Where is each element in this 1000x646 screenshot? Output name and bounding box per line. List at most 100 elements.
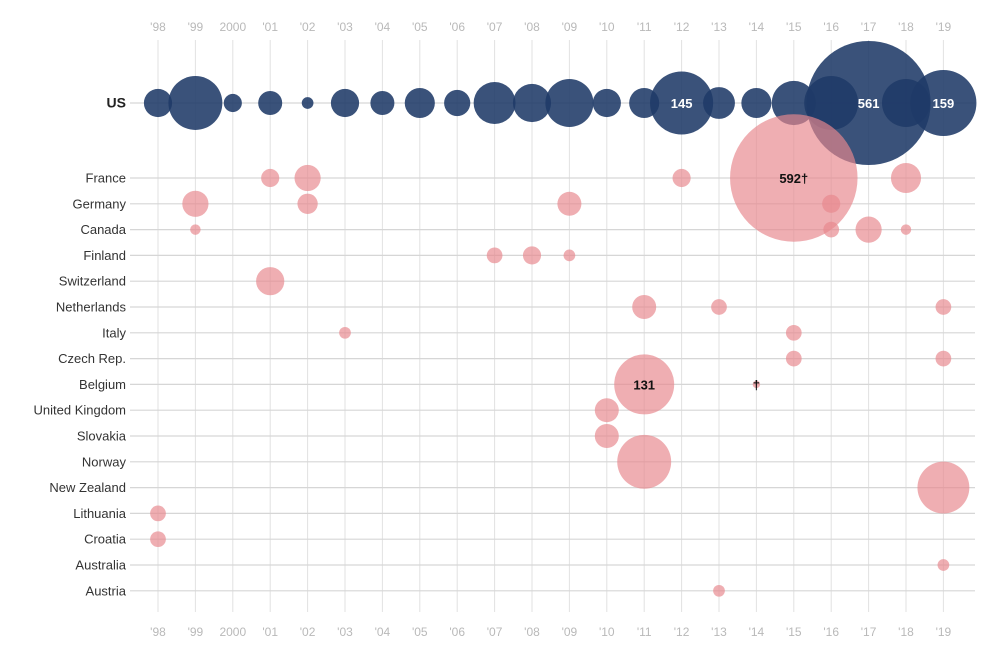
country-bubble xyxy=(261,168,280,188)
x-tick-label-bottom: '16 xyxy=(823,625,839,639)
us-bubble xyxy=(143,88,173,118)
country-bubble xyxy=(617,434,672,489)
x-tick-label-bottom: '03 xyxy=(337,625,353,639)
country-bubble xyxy=(486,247,503,264)
row-labels: US France Germany Canada Finland Switzerland N… xyxy=(34,95,127,599)
us-bubble xyxy=(650,71,714,135)
x-tick-label-bottom: '19 xyxy=(936,625,952,639)
us-bubble xyxy=(703,87,735,119)
us-bubble xyxy=(258,90,283,116)
country-bubble xyxy=(294,164,321,192)
bubble-labels: 145 561 159 592† 131 † xyxy=(633,96,954,392)
x-tick-label-bottom: '15 xyxy=(786,625,802,639)
x-tick-label-bottom: '08 xyxy=(524,625,540,639)
row-label: US xyxy=(107,95,126,111)
x-tick-label-top: '12 xyxy=(674,20,690,34)
us-bubble xyxy=(223,93,242,113)
x-tick-label-top: '17 xyxy=(861,20,877,34)
us-bubble xyxy=(592,88,621,118)
country-bubble xyxy=(900,224,912,235)
x-tick-label-bottom: '17 xyxy=(861,625,877,639)
x-tick-label-top: '19 xyxy=(936,20,952,34)
x-tick-label-top: '07 xyxy=(487,20,503,34)
country-bubble xyxy=(594,423,619,449)
row-label: Slovakia xyxy=(77,429,127,444)
bubble-data-label: 145 xyxy=(671,96,693,111)
x-tick-label-top: '10 xyxy=(599,20,615,34)
x-tick-label-top: '05 xyxy=(412,20,428,34)
bubble-data-label: 159 xyxy=(933,96,955,111)
country-bubble xyxy=(935,350,952,367)
country-bubble xyxy=(563,249,576,262)
country-bubble xyxy=(785,324,802,341)
row-label: Lithuania xyxy=(73,506,127,521)
country-bubble xyxy=(672,168,691,188)
x-tick-label-bottom: '02 xyxy=(300,625,316,639)
x-tick-label-top: '09 xyxy=(562,20,578,34)
x-tick-label-top: '06 xyxy=(449,20,465,34)
country-bubble xyxy=(522,246,542,265)
country-bubble xyxy=(711,299,727,315)
row-label: Belgium xyxy=(79,377,126,392)
x-tick-label-bottom: '04 xyxy=(375,625,391,639)
x-tick-label-bottom: '06 xyxy=(449,625,465,639)
x-tick-label-top: '18 xyxy=(898,20,914,34)
row-label: United Kingdom xyxy=(34,403,127,418)
row-label: Switzerland xyxy=(59,274,126,289)
x-axis-top: '98 '99 2000 '01 '02 '03 '04 '05 '06 '07 '08 '09 '10… xyxy=(150,20,951,34)
x-tick-label-bottom: '18 xyxy=(898,625,914,639)
us-bubble xyxy=(545,78,594,128)
country-bubble xyxy=(256,267,285,296)
row-label: Croatia xyxy=(84,532,127,547)
country-bubble xyxy=(557,191,582,216)
us-bubble xyxy=(330,88,360,118)
country-bubble xyxy=(339,326,351,339)
country-bubble xyxy=(614,354,675,415)
bubbles xyxy=(143,40,977,597)
row-label: Netherlands xyxy=(56,300,127,315)
country-bubble xyxy=(713,584,725,597)
x-tick-label-bottom: '98 xyxy=(150,625,166,639)
bubble-data-label: 131 xyxy=(633,377,655,392)
x-tick-label-top: '02 xyxy=(300,20,316,34)
us-bubble xyxy=(512,83,552,123)
x-tick-label-top: '16 xyxy=(823,20,839,34)
row-label: New Zealand xyxy=(49,480,126,495)
bubble-data-label: 561 xyxy=(858,96,880,111)
us-bubble xyxy=(771,80,816,126)
country-bubble xyxy=(150,505,166,522)
country-bubble xyxy=(182,190,209,217)
country-bubble xyxy=(150,531,166,548)
x-tick-label-top: 2000 xyxy=(219,20,246,34)
us-bubble xyxy=(910,69,977,137)
country-bubble xyxy=(890,162,922,194)
country-bubble xyxy=(935,299,952,315)
country-bubble xyxy=(822,194,841,213)
row-label: Australia xyxy=(75,558,126,573)
row-label: Czech Rep. xyxy=(58,351,126,366)
x-tick-label-bottom: '99 xyxy=(188,625,204,639)
country-bubble xyxy=(855,216,882,243)
x-tick-label-bottom: '10 xyxy=(599,625,615,639)
us-bubble xyxy=(741,87,772,119)
country-bubble xyxy=(632,294,657,320)
x-tick-label-top: '04 xyxy=(375,20,391,34)
row-label: Norway xyxy=(82,454,127,469)
country-bubble xyxy=(823,221,840,238)
row-label: Italy xyxy=(102,325,126,340)
x-tick-label-bottom: 2000 xyxy=(219,625,246,639)
bubble-data-label: † xyxy=(753,377,760,392)
x-tick-label-bottom: '13 xyxy=(711,625,727,639)
x-tick-label-top: '14 xyxy=(749,20,765,34)
row-label: Austria xyxy=(86,583,127,598)
us-bubble xyxy=(473,82,516,124)
x-tick-label-top: '11 xyxy=(637,20,652,34)
country-bubble xyxy=(937,559,950,571)
row-label: Germany xyxy=(73,196,127,211)
row-label: France xyxy=(86,171,126,186)
us-bubble xyxy=(370,90,395,116)
x-tick-label-top: '15 xyxy=(786,20,802,34)
x-tick-label-bottom: '07 xyxy=(487,625,503,639)
x-tick-label-top: '98 xyxy=(150,20,166,34)
